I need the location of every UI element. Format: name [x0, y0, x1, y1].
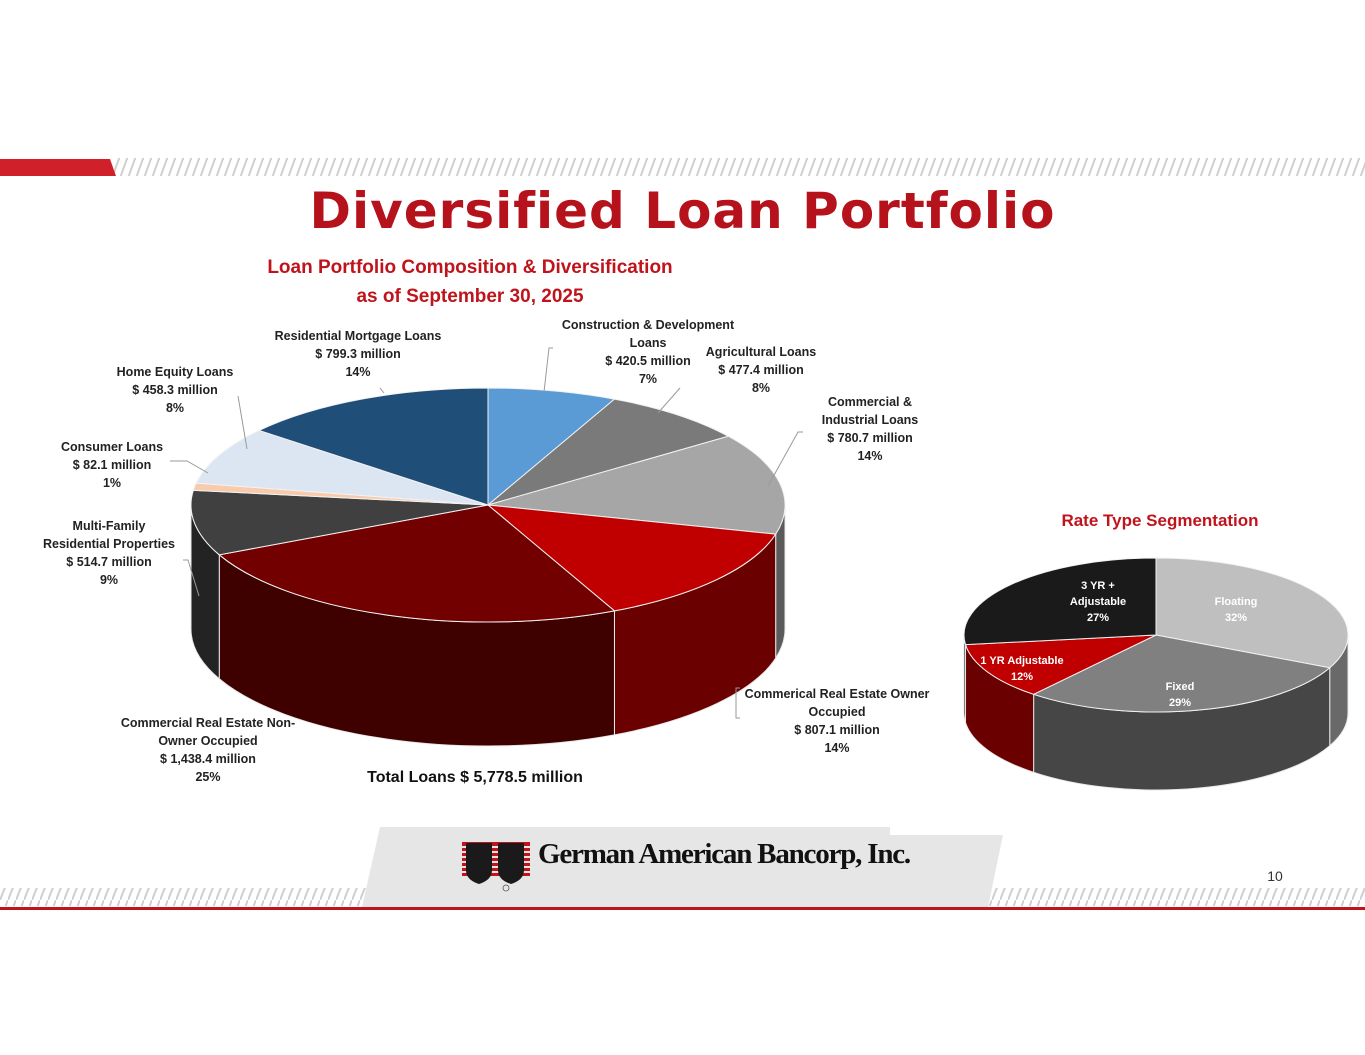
label-rm-name: Residential Mortgage Loans — [274, 329, 442, 343]
company-logo-icon — [462, 842, 530, 892]
label-consumer-name: Consumer Loans — [60, 440, 164, 454]
company-name: German American Bancorp, Inc. — [538, 838, 911, 870]
label-cre-oo-name-line1: Commerical Real Estate Owner — [744, 687, 930, 701]
loan-pie-slice-8 — [257, 387, 489, 506]
label-ci-amount: $ 780.7 million — [827, 431, 913, 445]
rate-label-3yr-name-line2: Adjustable — [1069, 596, 1127, 608]
label-agricultural-amount: $ 477.4 million — [718, 363, 804, 377]
label-cre-noo-name-line2: Owner Occupied — [158, 734, 258, 748]
loan-pie-slice-2 — [487, 435, 786, 535]
label-cre-noo-percent: 25% — [195, 770, 221, 784]
label-construction-amount: $ 420.5 million — [605, 354, 691, 368]
rate-label-1yr-percent: 12% — [1010, 671, 1034, 683]
rate-label-fixed-percent: 29% — [1168, 697, 1192, 709]
label-mf-amount: $ 514.7 million — [66, 555, 152, 569]
label-he-amount: $ 458.3 million — [132, 383, 218, 397]
header-stripe — [0, 158, 1365, 176]
label-agricultural-name: Agricultural Loans — [705, 345, 817, 359]
label-mf-name-line2: Residential Properties — [43, 537, 175, 551]
label-cre-noo-name-line1: Commercial Real Estate Non- — [120, 716, 296, 730]
rate-label-1yr-name: 1 YR Adjustable — [980, 655, 1064, 667]
label-commercial-industrial: Commercial & Industrial Loans $ 780.7 mi… — [810, 393, 930, 465]
slide-title: Diversified Loan Portfolio — [309, 182, 1056, 240]
label-construction-name-line1: Construction & Development — [561, 318, 735, 332]
rate-pie-slice-1 — [1032, 634, 1331, 713]
rate-pie-slice-3 — [963, 557, 1157, 646]
rate-label-3yr-percent: 27% — [1086, 612, 1110, 624]
label-ci-name-line1: Commercial & — [827, 395, 913, 409]
label-cre-oo-name-line2: Occupied — [808, 705, 866, 719]
rate-label-floating-name: Floating — [1214, 596, 1258, 608]
rate-label-1yr: 1 YR Adjustable 12% — [972, 653, 1072, 685]
rate-label-floating-percent: 32% — [1224, 612, 1248, 624]
loan-pie-slice-1 — [487, 398, 730, 506]
label-construction-development: Construction & Development Loans $ 420.5… — [552, 316, 744, 388]
label-cre-non-owner-occupied: Commercial Real Estate Non- Owner Occupi… — [112, 714, 304, 786]
label-cre-owner-occupied: Commerical Real Estate Owner Occupied $ … — [740, 685, 934, 757]
label-consumer-amount: $ 82.1 million — [72, 458, 152, 472]
label-home-equity: Home Equity Loans $ 458.3 million 8% — [108, 363, 242, 417]
label-cre-oo-amount: $ 807.1 million — [794, 723, 880, 737]
rate-pie-slice-2 — [964, 634, 1157, 695]
label-agricultural: Agricultural Loans $ 477.4 million 8% — [696, 343, 826, 397]
total-loans-label: Total Loans $ 5,778.5 million — [367, 769, 583, 786]
label-agricultural-percent: 8% — [751, 381, 771, 395]
label-construction-percent: 7% — [638, 372, 658, 386]
rate-label-3yr: 3 YR + Adjustable 27% — [1056, 578, 1140, 626]
label-mf-name-line1: Multi-Family — [72, 519, 146, 533]
rate-label-fixed-name: Fixed — [1165, 681, 1195, 693]
loan-pie-slice-7 — [195, 429, 489, 506]
rate-label-floating: Floating 32% — [1196, 594, 1276, 626]
label-rm-amount: $ 799.3 million — [315, 347, 401, 361]
rate-label-fixed: Fixed 29% — [1140, 679, 1220, 711]
label-he-percent: 8% — [165, 401, 185, 415]
loan-pie-slice-3 — [486, 504, 777, 612]
chart-title: Loan Portfolio Composition & Diversifica… — [267, 257, 673, 278]
page-number: 10 — [1267, 868, 1283, 884]
loan-pie-slice-4 — [218, 504, 616, 623]
rate-chart-title: Rate Type Segmentation — [1061, 511, 1259, 530]
rate-pie-slice-0 — [1155, 557, 1349, 669]
label-rm-percent: 14% — [345, 365, 371, 379]
rate-label-3yr-name-line1: 3 YR + — [1081, 580, 1115, 592]
label-ci-name-line2: Industrial Loans — [821, 413, 919, 427]
label-residential-mortgage: Residential Mortgage Loans $ 799.3 milli… — [266, 327, 450, 381]
label-construction-name-line2: Loans — [629, 336, 667, 350]
loan-pie-slice-5 — [190, 489, 489, 556]
label-consumer-percent: 1% — [102, 476, 122, 490]
chart-subtitle: as of September 30, 2025 — [356, 286, 584, 307]
label-mf-percent: 9% — [99, 573, 119, 587]
loan-pie-slice-0 — [487, 387, 616, 507]
label-cre-oo-percent: 14% — [824, 741, 850, 755]
label-he-name: Home Equity Loans — [116, 365, 234, 379]
footer-band — [0, 827, 1365, 910]
rate-pie-side-3 — [963, 634, 967, 723]
label-ci-percent: 14% — [857, 449, 883, 463]
label-consumer: Consumer Loans $ 82.1 million 1% — [52, 438, 172, 492]
label-multi-family: Multi-Family Residential Properties $ 51… — [34, 517, 184, 589]
label-cre-noo-amount: $ 1,438.4 million — [160, 752, 256, 766]
